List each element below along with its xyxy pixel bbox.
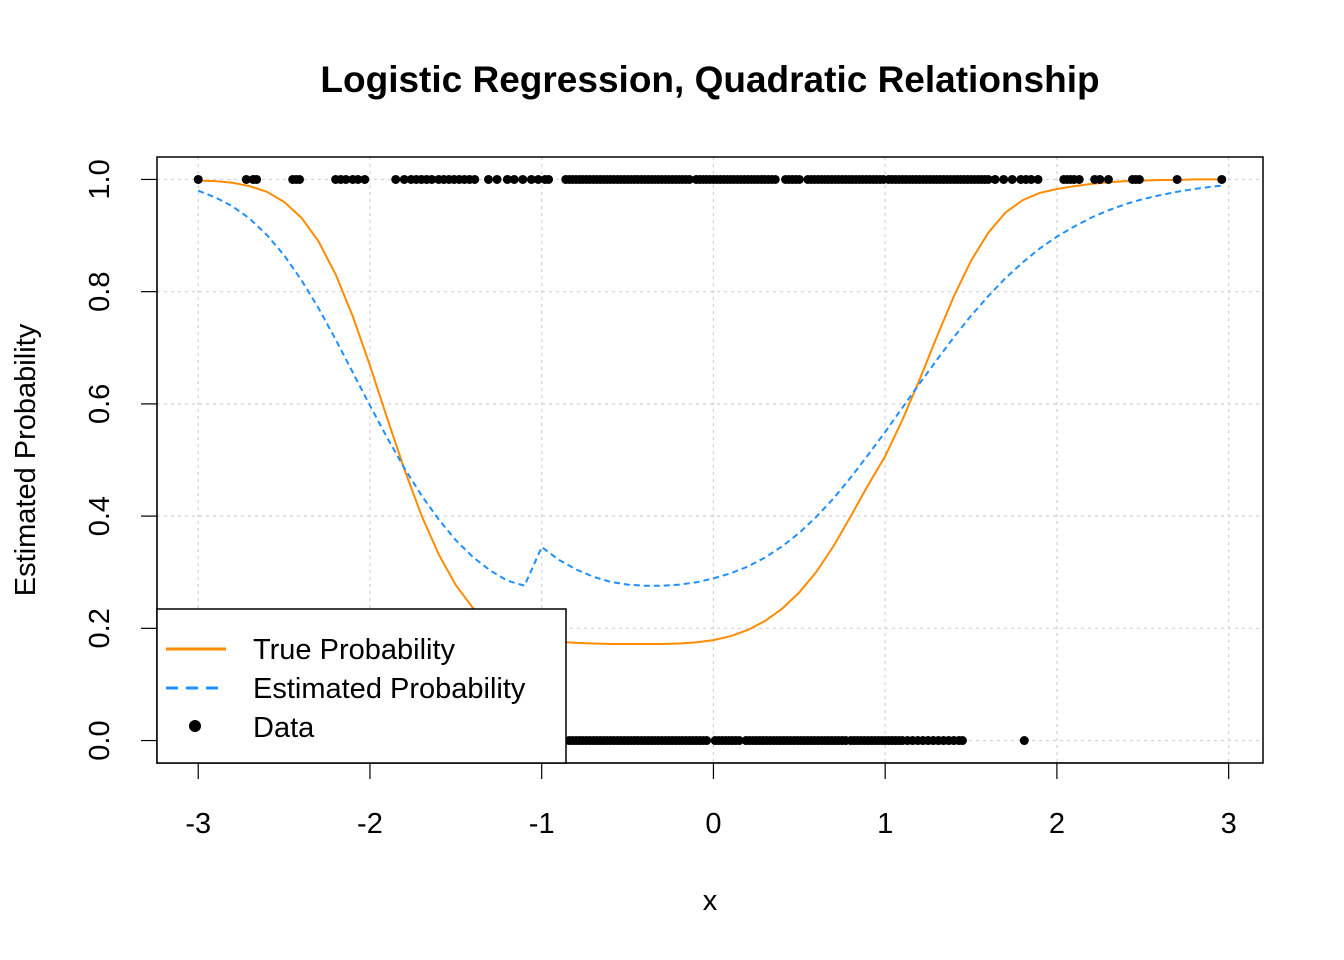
y-tick-label: 0.6 bbox=[84, 384, 116, 424]
data-point bbox=[1172, 174, 1182, 184]
x-tick-label: 2 bbox=[1049, 808, 1065, 840]
data-point bbox=[518, 174, 528, 184]
data-point bbox=[353, 174, 363, 184]
data-point bbox=[526, 174, 536, 184]
x-tick-label: -3 bbox=[185, 808, 211, 840]
data-point bbox=[1103, 174, 1113, 184]
x-tick-label: -1 bbox=[529, 808, 555, 840]
y-axis: 0.0 0.2 0.4 0.6 0.8 1.0 bbox=[84, 159, 158, 761]
legend-estimated-probability-label: Estimated Probability bbox=[253, 673, 526, 705]
x-axis: -3 -2 -1 0 1 2 3 bbox=[185, 762, 1237, 840]
x-tick-label: -2 bbox=[357, 808, 383, 840]
data-point bbox=[983, 174, 993, 184]
data-points bbox=[193, 174, 1227, 746]
data-point bbox=[1019, 736, 1029, 746]
x-tick-label: 3 bbox=[1221, 808, 1237, 840]
data-point bbox=[295, 174, 305, 184]
data-point bbox=[702, 736, 712, 746]
data-point bbox=[341, 174, 351, 184]
y-axis-label: Estimated Probability bbox=[10, 323, 42, 596]
data-point bbox=[1095, 174, 1105, 184]
data-point bbox=[427, 174, 437, 184]
y-tick-label: 1.0 bbox=[84, 159, 116, 199]
data-point bbox=[391, 174, 401, 184]
data-point bbox=[399, 174, 409, 184]
data-point bbox=[957, 736, 967, 746]
data-point bbox=[193, 174, 203, 184]
data-point bbox=[1026, 174, 1036, 184]
data-point bbox=[990, 174, 1000, 184]
estimated-probability-line bbox=[197, 184, 1222, 587]
data-point bbox=[734, 736, 744, 746]
data-point bbox=[492, 174, 502, 184]
data-point bbox=[794, 174, 804, 184]
data-point bbox=[470, 174, 480, 184]
data-point bbox=[1033, 174, 1043, 184]
data-point bbox=[502, 174, 512, 184]
legend-data-swatch bbox=[189, 720, 201, 732]
data-point bbox=[1217, 174, 1227, 184]
x-axis-label: x bbox=[703, 885, 718, 917]
y-tick-label: 0.4 bbox=[84, 496, 116, 536]
x-tick-label: 1 bbox=[877, 808, 893, 840]
legend-data-label: Data bbox=[253, 712, 315, 744]
y-tick-label: 0.0 bbox=[84, 720, 116, 760]
y-tick-label: 0.2 bbox=[84, 608, 116, 648]
data-point bbox=[360, 174, 370, 184]
y-tick-label: 0.8 bbox=[84, 272, 116, 312]
chart-title: Logistic Regression, Quadratic Relations… bbox=[320, 59, 1099, 100]
data-point bbox=[252, 174, 262, 184]
data-point bbox=[684, 174, 694, 184]
data-point bbox=[544, 174, 554, 184]
x-tick-label: 0 bbox=[705, 808, 721, 840]
plot-area bbox=[193, 174, 1227, 746]
data-point bbox=[999, 174, 1009, 184]
data-point bbox=[241, 174, 251, 184]
legend: True Probability Estimated Probability D… bbox=[156, 608, 567, 764]
legend-box bbox=[156, 608, 567, 764]
data-point bbox=[1074, 174, 1084, 184]
data-point bbox=[483, 174, 493, 184]
data-point bbox=[1134, 174, 1144, 184]
data-point bbox=[533, 174, 543, 184]
data-point bbox=[509, 174, 519, 184]
data-point bbox=[770, 174, 780, 184]
data-point bbox=[1007, 174, 1017, 184]
legend-true-probability-label: True Probability bbox=[253, 634, 456, 666]
true-probability-line bbox=[198, 178, 1222, 645]
